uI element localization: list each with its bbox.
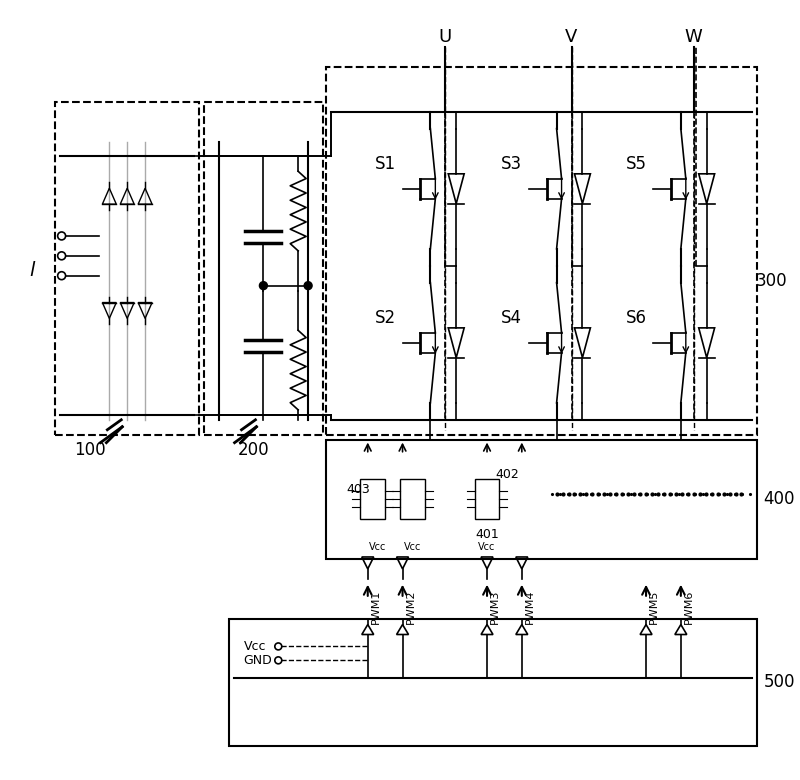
- Text: l: l: [29, 261, 34, 280]
- Text: 200: 200: [238, 441, 270, 459]
- Text: 300: 300: [755, 271, 787, 289]
- Text: 402: 402: [495, 468, 518, 481]
- Text: S3: S3: [502, 155, 522, 173]
- Text: W: W: [685, 28, 702, 46]
- Text: S1: S1: [375, 155, 396, 173]
- Text: S2: S2: [375, 309, 396, 327]
- Text: S4: S4: [502, 309, 522, 327]
- Text: Vcc: Vcc: [404, 542, 421, 552]
- Text: 401: 401: [475, 527, 499, 541]
- Text: Vcc: Vcc: [243, 640, 266, 653]
- Text: 400: 400: [763, 491, 795, 509]
- Text: U: U: [438, 28, 452, 46]
- Text: PWM2: PWM2: [406, 590, 415, 624]
- Text: S5: S5: [626, 155, 646, 173]
- Text: V: V: [566, 28, 578, 46]
- Text: 500: 500: [763, 673, 795, 691]
- Circle shape: [259, 282, 267, 289]
- Circle shape: [304, 282, 312, 289]
- Text: S6: S6: [626, 309, 646, 327]
- Text: 403: 403: [346, 483, 370, 496]
- Text: GND: GND: [243, 654, 272, 667]
- Text: PWM5: PWM5: [649, 590, 659, 624]
- Text: Vcc: Vcc: [478, 542, 496, 552]
- Text: PWM3: PWM3: [490, 590, 500, 624]
- Text: PWM6: PWM6: [684, 590, 694, 624]
- Text: 100: 100: [74, 441, 106, 459]
- Text: Vcc: Vcc: [369, 542, 386, 552]
- Text: PWM4: PWM4: [525, 590, 534, 624]
- Text: PWM1: PWM1: [370, 590, 381, 624]
